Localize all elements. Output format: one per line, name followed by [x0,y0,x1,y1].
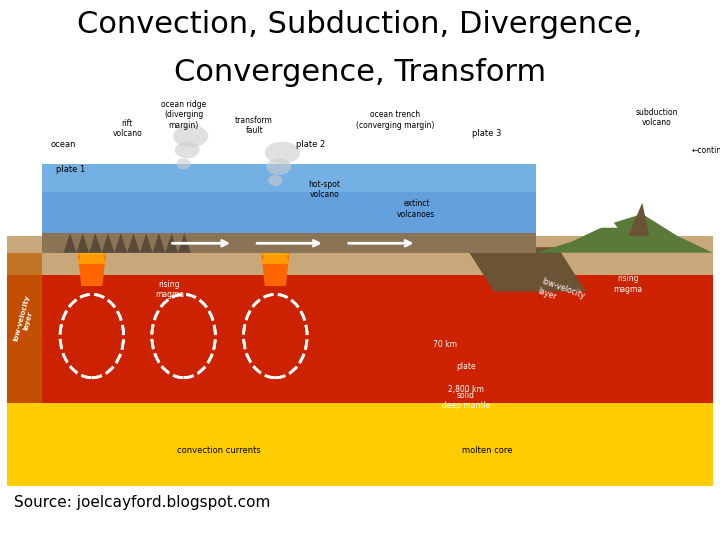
Polygon shape [628,202,649,236]
Text: subduction
volcano: subduction volcano [635,107,678,127]
Polygon shape [114,233,127,253]
Polygon shape [127,233,140,253]
Polygon shape [7,236,713,275]
Polygon shape [42,164,536,253]
Polygon shape [536,214,713,253]
Polygon shape [42,164,536,192]
Text: Convergence, Transform: Convergence, Transform [174,58,546,87]
Ellipse shape [173,125,208,147]
Polygon shape [466,247,586,292]
Polygon shape [153,233,166,253]
Text: solid
deep mantle: solid deep mantle [441,391,490,410]
Polygon shape [261,245,289,255]
Polygon shape [140,233,153,253]
Ellipse shape [176,158,191,170]
Text: 2,800 km: 2,800 km [448,384,484,394]
Text: extinct
volcanoes: extinct volcanoes [397,199,436,219]
FancyBboxPatch shape [7,369,713,486]
Text: ocean trench
(converging margin): ocean trench (converging margin) [356,110,434,130]
Text: ←continent: ←continent [692,146,720,155]
Text: 70 km: 70 km [433,340,456,349]
Polygon shape [78,253,106,264]
Polygon shape [89,233,102,253]
Polygon shape [596,214,618,228]
Ellipse shape [269,175,282,186]
Polygon shape [63,233,76,253]
Text: ocean ridge
(diverging
margin): ocean ridge (diverging margin) [161,100,206,130]
Polygon shape [78,236,106,247]
Polygon shape [102,233,114,253]
Text: rift
volcano: rift volcano [112,119,142,138]
Text: Source: joelcayford.blogspot.com: Source: joelcayford.blogspot.com [14,495,271,510]
Polygon shape [78,253,106,286]
Text: convection currents: convection currents [177,446,261,455]
Ellipse shape [266,158,291,175]
Text: rising
magma: rising magma [155,280,184,299]
Polygon shape [261,253,289,286]
Text: plate 2: plate 2 [296,140,325,149]
Text: ocean: ocean [51,140,76,149]
Text: rising
magma: rising magma [613,274,643,294]
Polygon shape [166,233,178,253]
Ellipse shape [175,141,199,158]
Text: low-velocity
layer: low-velocity layer [536,276,586,310]
Polygon shape [78,245,106,255]
Text: hot-spot
volcano: hot-spot volcano [309,180,341,199]
Polygon shape [261,253,289,264]
Text: transform
fault: transform fault [235,116,273,136]
Polygon shape [178,233,191,253]
Polygon shape [42,233,536,253]
Text: Convection, Subduction, Divergence,: Convection, Subduction, Divergence, [77,10,643,39]
Polygon shape [7,253,42,403]
Polygon shape [261,236,289,247]
Text: molten core: molten core [462,446,512,455]
Text: plate: plate [456,362,476,372]
Polygon shape [76,233,89,253]
Text: plate 1: plate 1 [56,165,86,174]
Ellipse shape [265,141,300,164]
Text: plate 3: plate 3 [472,129,502,138]
Text: low-velocity
layer: low-velocity layer [12,294,37,344]
Polygon shape [7,253,713,403]
